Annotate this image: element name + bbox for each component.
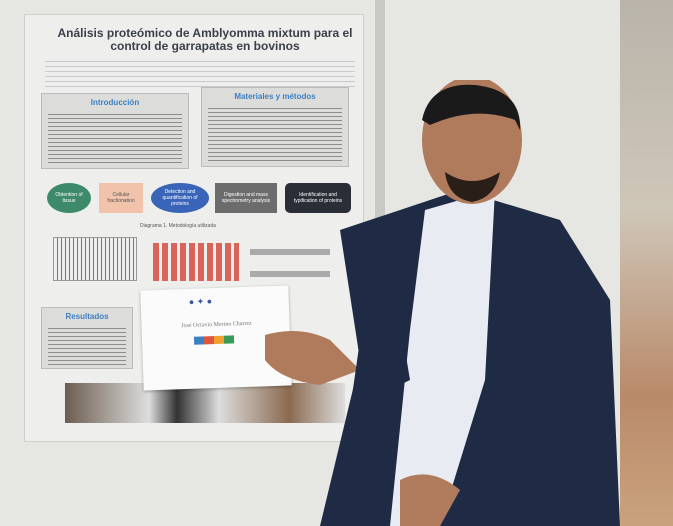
event-logo (193, 335, 235, 345)
flow-step: Identification and typification of prote… (285, 183, 351, 213)
methods-heading: Materiales y métodos (234, 92, 316, 101)
diagram-caption: Diagrama 1. Metodología utilizada (140, 223, 216, 229)
flow-step: Obtention of tissue (47, 183, 91, 213)
results-section: Resultados (41, 307, 133, 369)
results-heading: Resultados (65, 312, 109, 321)
scientific-poster: Análisis proteómico de Amblyomma mixtum … (24, 14, 364, 442)
poster-title: Análisis proteómico de Amblyomma mixtum … (57, 26, 353, 53)
flow-step: Digestion and mass spectrometry analysis (215, 183, 277, 213)
institution-logos: ● ✦ ● (188, 296, 213, 307)
line-plot-figure (53, 237, 137, 281)
flow-step: Detection and quantification of proteins (151, 183, 209, 213)
methods-section: Materiales y métodos (201, 87, 349, 167)
intro-heading: Introducción (90, 98, 140, 107)
intro-section: Introducción (41, 93, 189, 169)
bar-plot-figure (153, 243, 239, 281)
methodology-diagram: Obtention of tissue Cellular fractionati… (45, 177, 355, 219)
poster-authors (45, 57, 355, 91)
certificate-name: José Octavio Merino Charrez (181, 320, 252, 330)
animal-images (65, 383, 345, 423)
man-in-suit (265, 80, 620, 526)
flow-step: Cellular fractionation (99, 183, 143, 213)
protein-structure-figure (250, 249, 330, 277)
